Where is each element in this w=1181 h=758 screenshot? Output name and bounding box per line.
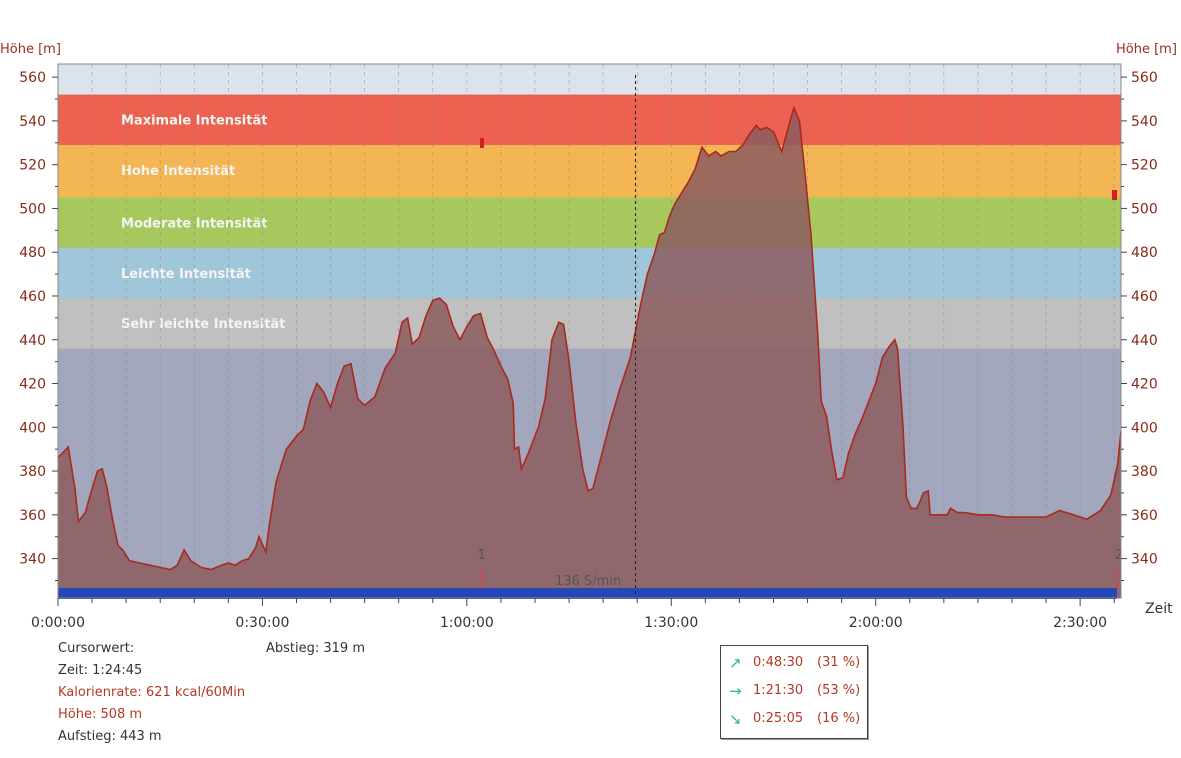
- y-tick-label-left: 520: [19, 158, 46, 174]
- x-tick-label: 1:30:00: [644, 615, 698, 631]
- zone-label: Leichte Intensität: [121, 267, 251, 282]
- y-tick-label-right: 360: [1131, 508, 1158, 524]
- y-tick-label-left: 480: [19, 245, 46, 261]
- x-tick-label: 0:00:00: [31, 615, 85, 631]
- descent-total: Abstieg: 319 m: [266, 641, 365, 656]
- y-tick-label-left: 400: [19, 420, 46, 436]
- stat-row-flat: → 1:21:30 (53 %): [721, 682, 867, 702]
- zone-label: Sehr leichte Intensität: [121, 317, 285, 332]
- elevation-area: [58, 107, 1121, 599]
- y-tick-label-left: 440: [19, 333, 46, 349]
- marker-right: [1112, 190, 1117, 200]
- elevation-line: [57, 105, 1122, 571]
- y-tick-label-right: 460: [1131, 289, 1158, 305]
- lap-label: 2: [1115, 548, 1123, 563]
- y-tick-label-right: 560: [1131, 70, 1158, 86]
- x-tick-label: 0:30:00: [235, 615, 289, 631]
- stat-percent: (31 %): [817, 655, 861, 670]
- cursor-altitude: Höhe: 508 m: [58, 707, 143, 722]
- gradient-stats-box: ↗ 0:48:30 (31 %) → 1:21:30 (53 %) ↘ 0:25…: [720, 645, 868, 739]
- y-axis-label-right: Höhe [m]: [1116, 42, 1177, 57]
- cadence-label: 136 S/min: [555, 574, 621, 589]
- y-tick-label-left: 500: [19, 201, 46, 217]
- stat-time: 1:21:30: [753, 683, 804, 698]
- stat-time: 0:25:05: [753, 711, 804, 726]
- x-axis-label: Zeit: [1145, 601, 1173, 617]
- calorie-rate: Kalorienrate: 621 kcal/60Min: [58, 685, 246, 700]
- y-tick-label-right: 380: [1131, 464, 1158, 480]
- zone-label: Hohe Intensität: [121, 164, 235, 179]
- y-tick-label-right: 420: [1131, 377, 1158, 393]
- arrow-down-right-icon: ↘: [729, 710, 742, 728]
- cursor-title: Cursorwert:: [58, 641, 135, 656]
- y-tick-label-left: 540: [19, 114, 46, 130]
- cursor-time: Zeit: 1:24:45: [58, 663, 143, 678]
- y-tick-label-left: 340: [19, 552, 46, 568]
- stat-row-ascent: ↗ 0:48:30 (31 %): [721, 654, 867, 674]
- bottom-bar: [58, 588, 1117, 599]
- y-tick-label-right: 520: [1131, 158, 1158, 174]
- y-tick-label-right: 480: [1131, 245, 1158, 261]
- plot-frame: [57, 63, 1122, 599]
- y-tick-label-left: 460: [19, 289, 46, 305]
- stat-percent: (53 %): [817, 683, 861, 698]
- arrow-up-right-icon: ↗: [729, 654, 742, 672]
- y-tick-label-left: 360: [19, 508, 46, 524]
- stat-percent: (16 %): [817, 711, 861, 726]
- y-tick-label-right: 340: [1131, 552, 1158, 568]
- y-tick-label-right: 500: [1131, 201, 1158, 217]
- marker-left: [480, 138, 484, 148]
- x-tick-label: 2:30:00: [1053, 615, 1107, 631]
- x-tick-label: 2:00:00: [849, 615, 903, 631]
- y-tick-label-right: 400: [1131, 420, 1158, 436]
- ascent-total: Aufstieg: 443 m: [58, 729, 162, 744]
- y-tick-label-left: 560: [19, 70, 46, 86]
- arrow-right-icon: →: [729, 682, 742, 700]
- y-tick-label-right: 440: [1131, 333, 1158, 349]
- y-tick-label-right: 540: [1131, 114, 1158, 130]
- zone-band: [58, 197, 1121, 248]
- y-tick-label-left: 420: [19, 377, 46, 393]
- y-tick-label-left: 380: [19, 464, 46, 480]
- x-tick-label: 1:00:00: [440, 615, 494, 631]
- stat-time: 0:48:30: [753, 655, 804, 670]
- stat-row-descent: ↘ 0:25:05 (16 %): [721, 710, 867, 730]
- lap-label: 1: [477, 548, 485, 563]
- y-axis-label-left: Höhe [m]: [0, 42, 61, 57]
